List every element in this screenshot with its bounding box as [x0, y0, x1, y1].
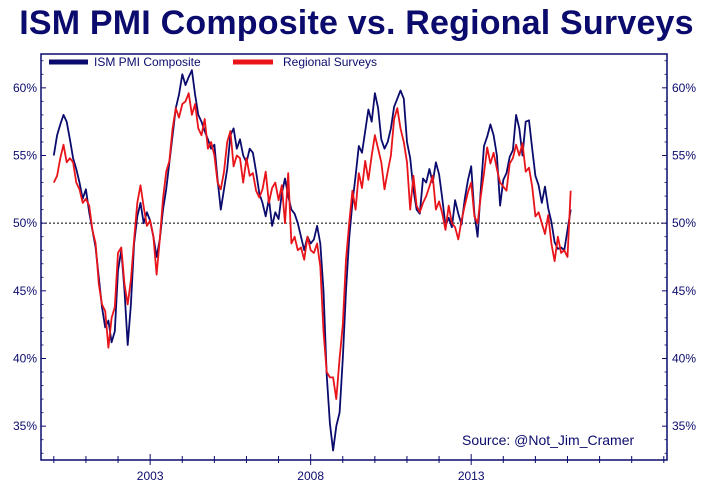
source-note: Source: @Not_Jim_Cramer — [462, 432, 634, 448]
legend-label-ism-pmi: ISM PMI Composite — [94, 55, 201, 69]
y-tick-label-left: 40% — [13, 352, 37, 366]
y-tick-label-right: 55% — [672, 149, 696, 163]
y-tick-label-right: 45% — [672, 284, 696, 298]
x-tick-label: 2013 — [458, 469, 485, 483]
y-tick-label-right: 35% — [672, 419, 696, 433]
y-tick-label-right: 60% — [672, 81, 696, 95]
x-tick-label: 2003 — [137, 469, 164, 483]
legend: ISM PMI Composite Regional Surveys — [49, 55, 377, 69]
y-tick-label-left: 50% — [13, 216, 37, 230]
series-line-regional — [52, 92, 572, 400]
y-tick-label-right: 40% — [672, 352, 696, 366]
y-tick-label-left: 60% — [13, 81, 37, 95]
y-tick-label-right: 50% — [672, 216, 696, 230]
y-tick-label-left: 35% — [13, 419, 37, 433]
legend-label-regional: Regional Surveys — [283, 55, 377, 69]
plot-frame — [40, 53, 668, 461]
y-tick-label-left: 45% — [13, 284, 37, 298]
x-tick-label: 2008 — [297, 469, 324, 483]
series-line-ism-pmi — [52, 69, 572, 452]
chart-title: ISM PMI Composite vs. Regional Surveys — [19, 4, 694, 42]
y-tick-label-left: 55% — [13, 149, 37, 163]
